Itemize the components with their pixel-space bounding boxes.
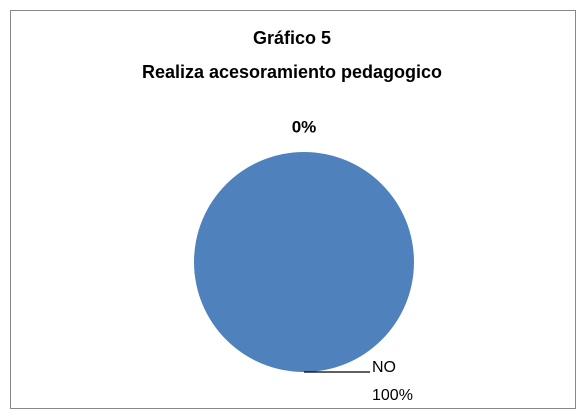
chart-title: Gráfico 5: [253, 28, 331, 48]
value-label: 100%: [372, 387, 413, 404]
pie-slice: [194, 152, 414, 372]
chart-subtitle: Realiza acesoramiento pedagogico: [142, 62, 442, 82]
value-label: 0%: [292, 117, 317, 136]
category-label: NO: [372, 359, 396, 376]
